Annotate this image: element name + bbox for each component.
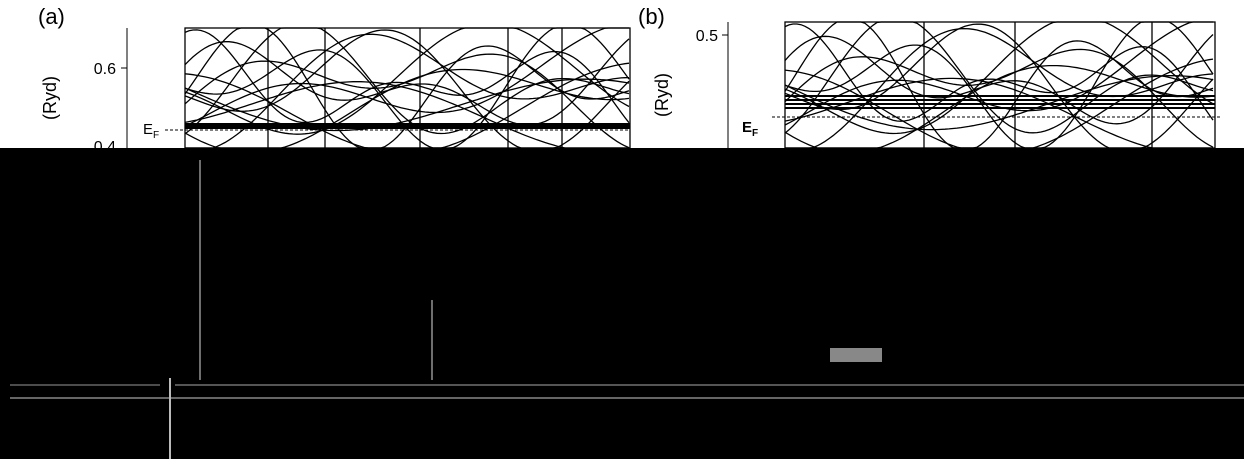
band-curve xyxy=(784,21,1214,149)
y-tick-label: 0.6 xyxy=(94,61,116,78)
y-axis-label: (Ryd) xyxy=(652,73,672,117)
band-curve xyxy=(184,62,630,149)
band-lines xyxy=(184,21,1216,149)
band-curve xyxy=(184,68,630,149)
band-curve xyxy=(784,75,1214,131)
band-curve xyxy=(184,27,630,135)
band-curve xyxy=(184,81,629,149)
band-curve xyxy=(184,38,630,126)
y-tick-label: 0.5 xyxy=(696,28,718,45)
fermi-sub: F xyxy=(752,128,758,139)
y-axis-label: (Ryd) xyxy=(40,76,60,120)
fermi-label: EF xyxy=(742,119,758,139)
band-curve xyxy=(184,78,630,132)
band-curve xyxy=(784,34,1214,125)
band-curve xyxy=(184,29,630,124)
band-curve xyxy=(184,29,630,149)
band-curve xyxy=(784,21,1214,149)
y-tick-label: 0.4 xyxy=(94,139,116,156)
fermi-label: EF xyxy=(143,121,159,141)
band-curve xyxy=(185,33,630,149)
fermi-main: E xyxy=(143,121,153,138)
artifact-block xyxy=(830,348,882,362)
panel-label: (a) xyxy=(38,4,65,29)
band-curve xyxy=(785,27,1214,149)
fermi-sub: F xyxy=(153,130,159,141)
band-curve xyxy=(784,48,1214,148)
band-curve xyxy=(784,23,1214,122)
panel-label: (b) xyxy=(638,4,665,29)
fermi-main: E xyxy=(742,119,752,136)
band-curve xyxy=(784,21,1214,134)
corrupted-area xyxy=(0,148,1244,459)
